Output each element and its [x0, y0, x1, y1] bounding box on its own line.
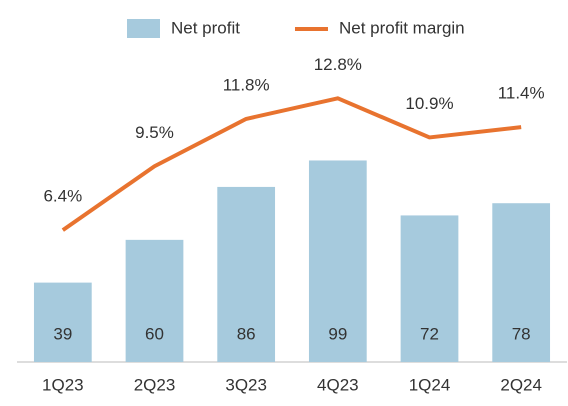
legend-swatch: [127, 19, 160, 38]
line-value-label: 9.5%: [135, 123, 174, 142]
x-tick-label: 2Q23: [134, 375, 176, 394]
bar: [308, 160, 367, 362]
bar-value-label: 39: [53, 324, 72, 343]
line-value-label: 12.8%: [314, 55, 362, 74]
bar-value-label: 60: [145, 324, 164, 343]
line-value-label: 11.4%: [498, 84, 545, 103]
bar: [33, 282, 92, 362]
line-value-label: 10.9%: [405, 94, 453, 113]
bar-value-label: 72: [420, 324, 439, 343]
x-tick-label: 1Q24: [409, 375, 451, 394]
line-value-label: 11.8%: [223, 75, 270, 94]
bar: [492, 203, 551, 362]
bar: [400, 215, 459, 362]
x-tick-label: 2Q24: [500, 375, 542, 394]
bar: [217, 186, 276, 362]
bar-value-label: 99: [328, 324, 347, 343]
x-tick-label: 1Q23: [42, 375, 84, 394]
legend-label: Net profit: [171, 18, 240, 37]
line-value-label: 6.4%: [43, 187, 82, 206]
bar-value-label: 86: [237, 324, 256, 343]
x-tick-label: 4Q23: [317, 375, 359, 394]
x-tick-label: 3Q23: [225, 375, 267, 394]
line: [61, 96, 522, 232]
legend-label: Net profit margin: [339, 18, 465, 37]
bar: [125, 239, 184, 362]
bar-value-label: 78: [512, 324, 531, 343]
